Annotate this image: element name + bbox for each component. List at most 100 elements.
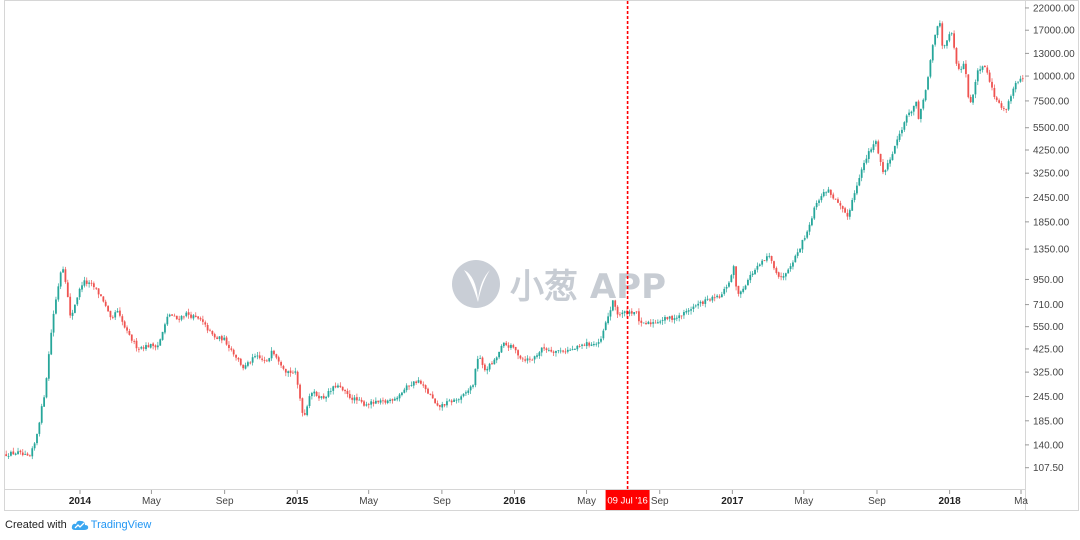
candle-body [1000,103,1003,108]
candle-body [557,350,560,352]
candle-body [969,97,972,103]
candle-body [948,34,951,41]
candle-body [47,354,50,379]
candle-body [867,151,870,160]
candle-body [910,111,913,114]
candle-body [666,317,669,320]
candle-body [585,342,588,347]
candle-body [408,385,410,387]
watermark-logo-icon [452,260,500,308]
candle-body [341,386,344,391]
candle-body [228,344,230,348]
price-tick-label: 710.00 [1033,300,1064,311]
candle-body [232,349,235,355]
candle-body [664,317,666,321]
candle-body [965,63,967,75]
candle-body [287,371,290,374]
candle-body [687,310,690,312]
candle-body [924,90,927,101]
candle-body [891,154,894,161]
candle-body [773,261,775,269]
candle-body [201,319,204,322]
candle-body [19,450,22,453]
candle-body [789,266,792,270]
candle-body [329,390,332,392]
candle-body [62,269,64,273]
candle-body [915,101,918,107]
candle-body [545,348,548,351]
footer: Created with TradingView [5,519,151,531]
candle-body [422,384,425,386]
candle-body [393,398,396,401]
candle-body [277,357,280,362]
candle-body [640,320,643,323]
candle-body [483,364,486,371]
tradingview-link[interactable]: TradingView [71,519,151,531]
candle-body [363,401,365,406]
candle-body [796,252,799,256]
candle-body [273,350,275,355]
candle-body [728,282,730,287]
candle-body [74,304,76,313]
candle-body [33,443,36,449]
candle-body [633,312,636,315]
candle-body [318,395,320,399]
candle-body [306,406,309,416]
time-tick-label: May [359,496,378,507]
candle-body [692,306,695,310]
candle-body [242,364,245,369]
candle-body [784,273,787,277]
candle-body [239,358,242,365]
candle-body [299,384,301,399]
candle-body [10,451,12,456]
candle-body [114,312,117,318]
time-tick-label: 2018 [938,496,961,507]
candle-body [360,399,363,402]
candle-body [296,371,299,385]
candle-body [820,196,823,201]
candle-body [564,351,567,353]
candle-body [661,320,664,321]
candle-body [529,358,531,360]
time-axis-frame [4,489,1026,511]
candle-body [1012,88,1015,96]
candle-body [417,380,420,383]
candle-body [981,66,984,70]
candle-body [140,347,143,349]
candle-body [979,69,982,71]
candle-body [730,275,733,283]
candle-body [142,347,145,349]
watermark-logo-leaf-icon [464,270,490,302]
candle-body [111,316,114,318]
price-tick-label: 950.00 [1033,275,1064,286]
time-tick-label: May [794,496,813,507]
candle-body [581,344,583,346]
candle-body [460,396,463,400]
candle-body [536,355,538,357]
candle-body [43,397,46,407]
candle-body [647,321,650,325]
candle-body [187,312,190,315]
candle-body [901,129,903,134]
candle-body [713,297,716,299]
time-tick-label: 2014 [69,496,92,507]
candle-body [860,169,863,178]
candle-body [841,206,844,209]
candle-body [654,322,657,324]
candle-body [683,312,685,316]
candle-body [517,350,519,356]
candle-body [85,280,88,284]
candle-body [123,321,126,328]
candle-body [794,255,797,263]
candle-body [308,396,311,407]
candle-body [957,63,960,69]
candle-body [12,451,15,455]
time-tick-label: Sep [651,496,669,507]
candle-body [680,315,683,317]
candle-body [126,327,128,331]
time-tick-label: Sep [216,496,234,507]
candle-body [936,26,939,36]
candle-body [628,311,631,314]
candle-body [818,200,820,203]
watermark-text: 小葱 APP [510,267,666,307]
